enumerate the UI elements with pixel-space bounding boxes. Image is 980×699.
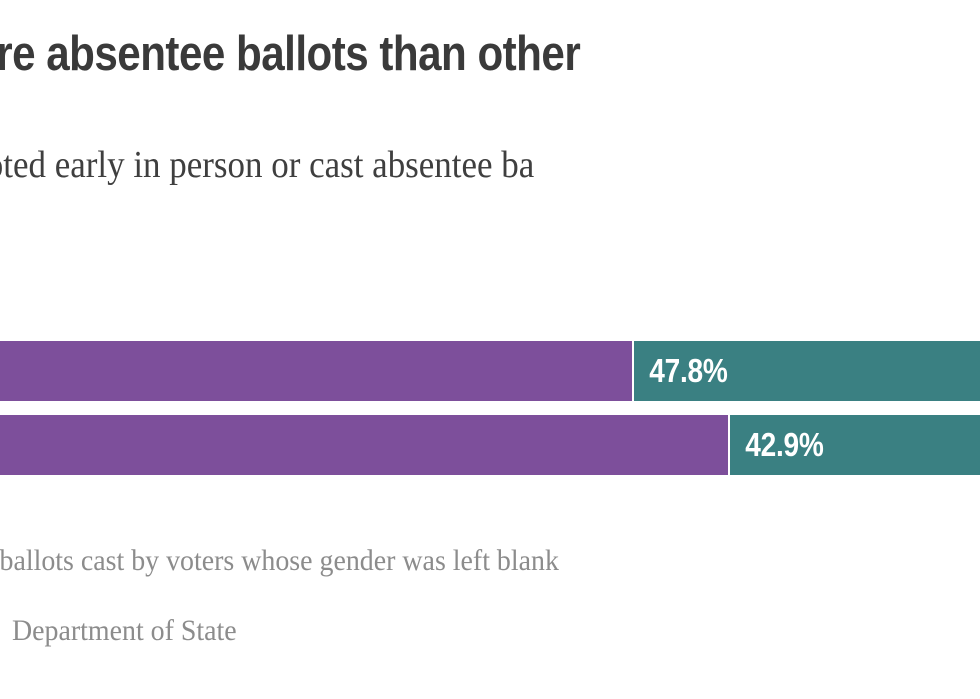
chart-title: htly more absentee ballots than other <box>0 27 581 81</box>
bar-row: 42.9% <box>0 415 980 475</box>
chart-subtitle: either voted early in person or cast abs… <box>0 144 535 186</box>
chart-footnote: for ballots cast by voters whose gender … <box>0 544 559 577</box>
bar-segment-label: 47.8% <box>649 352 728 389</box>
bar-row: 47.8% <box>0 341 980 401</box>
bar-segment-absentee: 42.9% <box>728 415 980 475</box>
bar-segment-absentee: 47.8% <box>632 341 980 401</box>
chart-source: Department of State <box>12 614 237 647</box>
bar-segment-label: 42.9% <box>745 426 824 463</box>
bar-segment-early-in-person <box>0 415 728 475</box>
bar-segment-early-in-person <box>0 341 632 401</box>
